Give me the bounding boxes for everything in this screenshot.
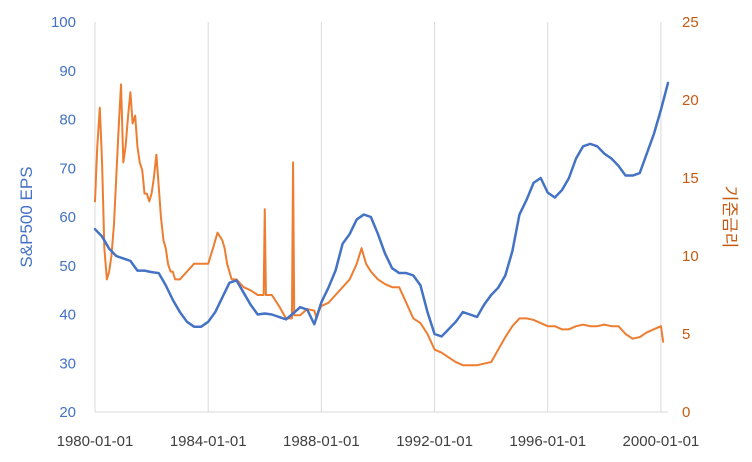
x-tick-label: 1984-01-01 [170,433,247,450]
x-tick-label: 1988-01-01 [283,433,360,450]
right-tick-label: 10 [682,248,699,265]
right-tick-label: 25 [682,14,699,31]
series-layer [93,81,670,367]
left-tick-label: 50 [59,258,76,275]
right-tick-label: 20 [682,92,699,109]
right-tick-label: 15 [682,170,699,187]
left-tick-label: 40 [59,307,76,324]
left-tick-label: 60 [59,209,76,226]
left-axis-title: S&P500 EPS [17,166,36,267]
rate-series-line [94,83,665,367]
right-tick-label: 5 [682,326,690,343]
right-tick-label: 0 [682,404,690,421]
x-tick-label: 1980-01-01 [57,433,134,450]
vertical-gridlines [94,22,662,412]
left-tick-label: 30 [59,355,76,372]
left-tick-label: 90 [59,63,76,80]
left-axis-tick-labels: 20 30 40 50 60 70 80 90 100 [51,14,76,421]
right-axis-title: 기준금리 [720,186,739,249]
x-tick-label: 1992-01-01 [396,433,473,450]
left-tick-label: 80 [59,112,76,129]
x-tick-label: 2000-01-01 [623,433,700,450]
x-tick-label: 1996-01-01 [509,433,586,450]
left-tick-label: 100 [51,14,76,31]
x-axis-tick-labels: 1980-01-01 1984-01-01 1988-01-01 1992-01-01… [57,433,700,450]
eps-series-line [93,81,670,338]
left-tick-label: 20 [59,404,76,421]
left-tick-label: 70 [59,160,76,177]
right-axis-tick-labels: 0 5 10 15 20 25 [682,14,699,421]
